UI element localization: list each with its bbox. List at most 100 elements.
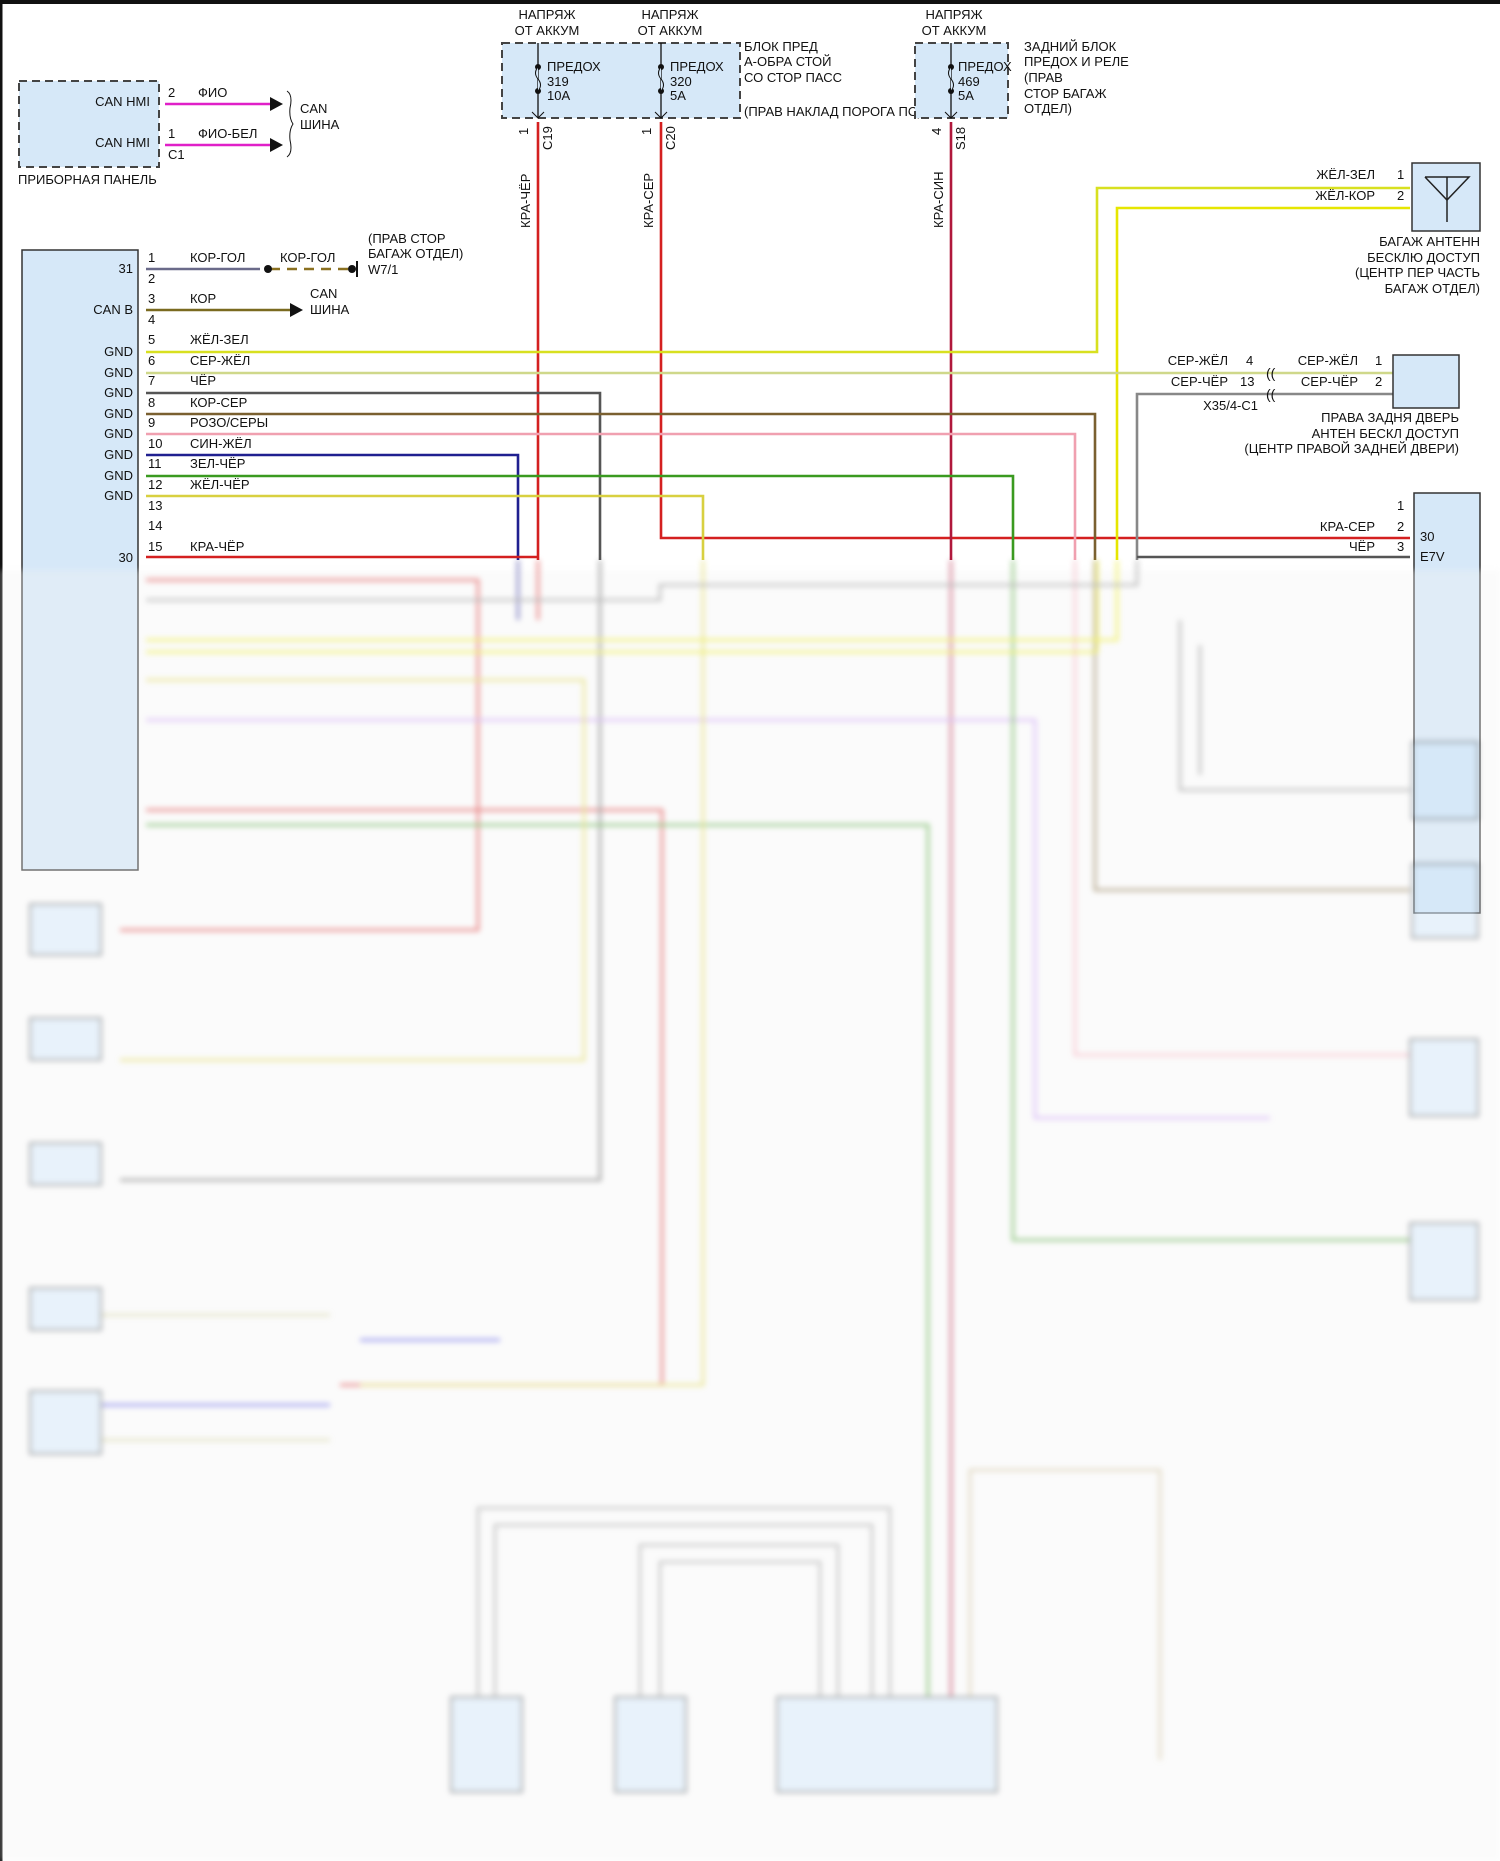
splice-dot [264,265,272,273]
ground-location: БАГАЖ ОТДЕЛ) [368,246,463,261]
wire-label: ЖЁЛ-ЧЁР [190,477,250,492]
bus-label: CAN [300,101,327,116]
component-label: БЕСКЛЮ ДОСТУП [1367,250,1480,265]
wires [146,122,1410,560]
wire-label: СЕР-ЖЁЛ [1298,353,1358,368]
pin-function: CAN B [93,302,133,317]
pin-number: 2 [1397,519,1404,534]
pin-number: 1 [639,128,654,135]
relay-box: 1 КРА-СЕР 2 ЧЁР 3 30 E7V [1320,492,1481,914]
wire-label: ФИО [198,85,227,100]
pin-number: 2 [148,271,155,286]
pin-number: 4 [148,312,155,327]
connector-id: C20 [663,126,678,150]
component-label: БАГАЖ АНТЕНН [1379,234,1480,249]
wire-cher [146,391,602,560]
wire-label: ЖЁЛ-ЗЕЛ [190,332,249,347]
wire-label: КОР-ГОЛ [190,250,245,265]
keyless-module: 31 CAN B GND GND GND GND GND GND GND GND… [21,231,463,871]
pin-function: 31 [119,261,133,276]
wire-label: ЗЕЛ-ЧЁР [190,456,245,471]
block-description: СТОР БАГАЖ [1024,86,1106,101]
connector-icon: (( [1266,386,1276,402]
block-description: ЗАДНИЙ БЛОК [1024,39,1117,54]
wire-label: СЕР-ЖЁЛ [190,353,250,368]
pin-function: GND [104,447,133,462]
block-description: ОТДЕЛ) [1024,101,1072,116]
fuse-rating: 5A [958,88,974,103]
block-description: БЛОК ПРЕД [744,39,818,54]
supply-label: ОТ АККУМ [638,23,703,38]
brace-icon [286,90,294,158]
connector-id: C19 [540,126,555,150]
fuse-icon [948,66,954,92]
wire-zel-cher [146,474,1015,560]
component-label: ПРИБОРНАЯ ПАНЕЛЬ [18,172,157,187]
connector-id: S18 [953,127,968,150]
pin-number: 1 [168,126,175,141]
connector-id: C1 [168,147,185,162]
module-box [21,249,139,871]
bus-label: ШИНА [310,302,350,317]
wire-kra-ser [659,122,1410,540]
wire-label: СИН-ЖЁЛ [190,436,252,451]
fuse-icon [535,66,541,92]
pin-function: GND [104,488,133,503]
splice-dot [348,265,356,273]
component-label: ПРАВА ЗАДНЯ ДВЕРЬ [1321,410,1459,425]
pin-number: 1 [1397,498,1404,513]
pin-number: 4 [1246,353,1253,368]
ground-location: (ПРАВ СТОР [368,231,446,246]
fuse-block-box [501,42,741,119]
fuse-319: ПРЕДОХ 319 10A [531,43,601,119]
supply-label: НАПРЯЖ [641,7,698,22]
fuse-block-rear: НАПРЯЖ ОТ АККУМ ПРЕДОХ 469 5A ЗАДНИЙ БЛО… [914,7,1129,229]
wire-label: КРА-СИН [931,172,946,229]
fuse-number: 469 [958,74,980,89]
wire-label: КРА-СЕР [641,173,656,228]
pin-function: GND [104,365,133,380]
pin-number: 2 [168,85,175,100]
wire-label: КОР [190,291,216,306]
pin-number: 3 [1397,539,1404,554]
arrow-icon [270,97,283,111]
component-label: (ЦЕНТР ПЕР ЧАСТЬ [1355,265,1480,280]
fuse-rating: 5A [670,88,686,103]
wire-label: КРА-СЕР [1320,519,1375,534]
instrument-panel-box [18,80,160,168]
wire-label: СЕР-ЧЁР [1301,374,1358,389]
wire-sin-yel [146,453,520,560]
pin-number: 1 [516,128,531,135]
bus-label: CAN [310,286,337,301]
pin-number: 7 [148,373,155,388]
component-label: (ЦЕНТР ПРАВОЙ ЗАДНЕЙ ДВЕРИ) [1244,441,1459,456]
block-description: А-ОБРА СТОЙ [744,54,832,69]
pin-number: 6 [148,353,155,368]
fuse-label: ПРЕДОХ [547,59,601,74]
fuse-number: 320 [670,74,692,89]
wire-ser-cher [1135,392,1410,560]
pin-function: GND [104,385,133,400]
wire-label: ЧЁР [190,373,216,388]
trunk-antenna: ЖЁЛ-ЗЕЛ 1 ЖЁЛ-КОР 2 БАГАЖ АНТЕНН БЕСКЛЮ … [1315,162,1481,296]
relay-box-rect [1413,492,1481,914]
supply-label: НАПРЯЖ [518,7,575,22]
fuse-block-box [914,42,1009,119]
pin-function: 30 [119,550,133,565]
block-description: (ПРАВ [1024,70,1063,85]
connector-icon: (( [1266,365,1276,381]
block-description: (ПРАВ НАКЛАД ПОРОГА ПОД ТОРП) [744,104,970,119]
pin-label: CAN HMI [95,94,150,109]
relay-terminal: 30 [1420,529,1434,544]
pin-number: 10 [148,436,162,451]
supply-label: ОТ АККУМ [922,23,987,38]
pin-function: GND [104,468,133,483]
rear-door-antenna: СЕР-ЖЁЛ 4 СЕР-ЧЁР 13 X35/4-C1 СЕР-ЖЁЛ 1 … [1168,353,1460,456]
arrow-icon [290,303,303,317]
pin-number: 11 [148,456,162,471]
block-description: СО СТОР ПАСС [744,70,842,85]
fuse-icon [658,66,664,92]
pin-number: 8 [148,395,155,410]
fuse-label: ПРЕДОХ [670,59,724,74]
wire-rozo-sery [146,432,1077,560]
